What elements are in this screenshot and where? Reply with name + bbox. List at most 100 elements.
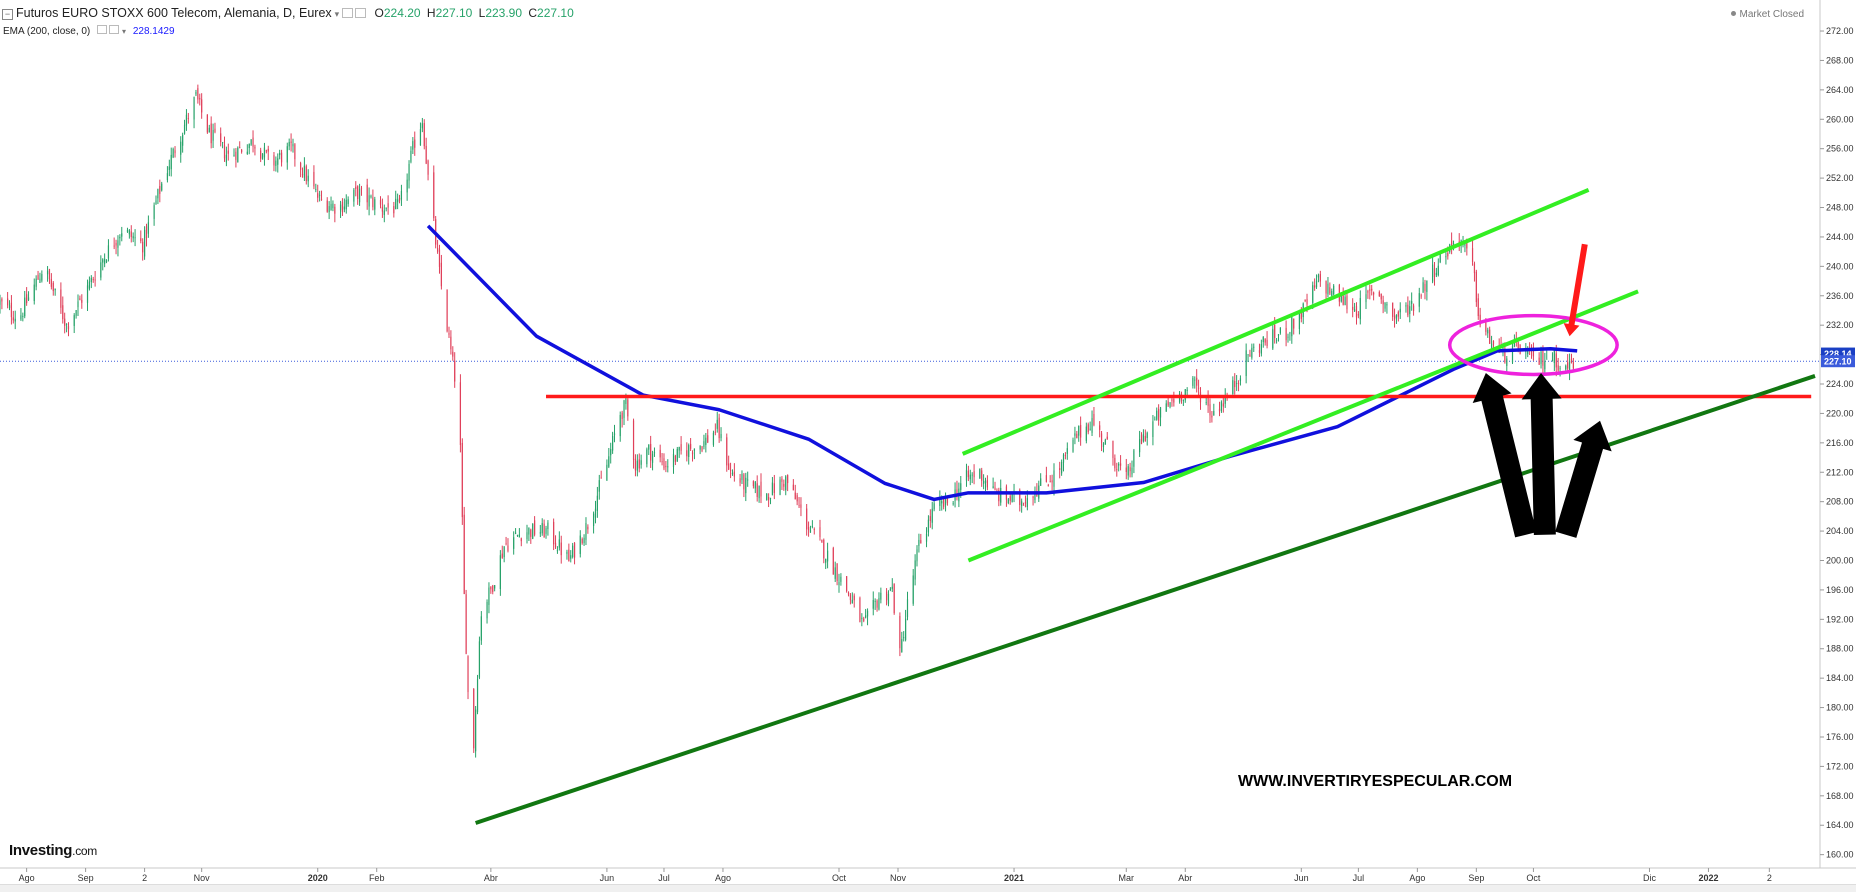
candle-body	[1209, 404, 1211, 416]
candle-body	[608, 456, 610, 467]
candle-body	[1264, 339, 1266, 343]
y-tick-label: 192.00	[1826, 614, 1854, 624]
candle-body	[1112, 440, 1114, 458]
candle-body	[1232, 380, 1234, 394]
candle-body	[1119, 463, 1122, 466]
candle-body	[994, 487, 996, 490]
x-tick-label: 2022	[1698, 873, 1718, 883]
candle-body	[1274, 324, 1276, 338]
candle-body	[315, 189, 317, 190]
candle-body	[967, 470, 969, 478]
candle-body	[117, 240, 119, 248]
candle-body	[1245, 350, 1247, 377]
candle-body	[899, 616, 901, 649]
candle-body	[330, 203, 332, 211]
candle-body	[113, 245, 115, 247]
candle-body	[1418, 293, 1420, 307]
candle-body	[419, 129, 422, 146]
candle-body	[1239, 378, 1242, 382]
visibility-icon[interactable]	[342, 8, 354, 18]
candle-body	[1234, 380, 1236, 388]
candle-body	[705, 437, 707, 445]
candle-body	[1411, 301, 1413, 304]
candle-body	[1118, 463, 1120, 466]
candle-body	[1165, 403, 1167, 412]
indicator-settings-icon[interactable]	[109, 25, 120, 34]
candle-body	[104, 258, 106, 264]
bottom-toolbar	[0, 884, 1856, 892]
candle-body	[168, 166, 170, 171]
candle-body	[1538, 357, 1540, 365]
indicator-visibility-icon[interactable]	[97, 25, 108, 34]
y-tick-label: 188.00	[1826, 644, 1854, 654]
candle-body	[450, 336, 452, 350]
candle-body	[661, 461, 663, 463]
candle-body	[566, 551, 568, 554]
candle-body	[572, 545, 574, 558]
indicator-label[interactable]: EMA (200, close, 0)	[3, 26, 91, 37]
candle-body	[768, 496, 770, 501]
candle-body	[480, 616, 482, 641]
settings-icon[interactable]	[355, 8, 367, 18]
candle-body	[1247, 354, 1249, 356]
y-tick-label: 256.00	[1826, 144, 1854, 154]
candle-body	[1447, 252, 1449, 257]
candle-body	[558, 539, 560, 548]
candle-body	[914, 560, 916, 580]
candle-body	[1405, 305, 1407, 307]
candle-body	[872, 600, 874, 609]
candle-body	[514, 532, 517, 534]
candle-body	[1382, 300, 1384, 305]
candle-body	[1565, 365, 1567, 370]
candle-body	[459, 382, 462, 445]
candle-body	[1544, 361, 1546, 370]
candle-body	[345, 199, 347, 210]
x-tick-label: 2020	[308, 873, 328, 883]
indicator-chevron-icon[interactable]: ▾	[122, 27, 127, 36]
candle-body	[1435, 272, 1437, 276]
candle-body	[412, 141, 414, 150]
candle-body	[707, 435, 709, 443]
chevron-down-icon[interactable]: ▾	[334, 9, 340, 19]
candle-body	[1102, 443, 1105, 447]
candle-body	[1194, 379, 1196, 381]
candle-body	[1142, 434, 1145, 442]
candle-body	[279, 152, 281, 156]
candle-body	[1473, 263, 1476, 274]
candle-body	[355, 186, 357, 189]
candle-body	[741, 473, 743, 481]
candle-body	[62, 305, 64, 320]
candle-body	[674, 455, 676, 462]
candle-body	[64, 318, 66, 326]
candle-body	[1306, 299, 1308, 305]
candle-body	[646, 449, 648, 465]
candle-body	[212, 129, 214, 141]
candle-body	[568, 549, 570, 562]
candle-body	[859, 597, 861, 623]
candle-body	[891, 586, 893, 589]
candle-body	[1192, 377, 1194, 386]
x-tick-label: Dic	[1643, 873, 1656, 883]
candle-body	[1540, 351, 1542, 364]
ohlc-close-value: 227.10	[537, 6, 574, 20]
watermark-text: WWW.INVERTIRYESPECULAR.COM	[1238, 773, 1513, 790]
highlight-ellipse	[1447, 313, 1619, 377]
candle-body	[846, 576, 848, 592]
instrument-title[interactable]: Futuros EURO STOXX 600 Telecom, Alemania…	[16, 6, 332, 20]
collapse-icon[interactable]: −	[2, 9, 13, 20]
candle-body	[183, 124, 186, 134]
candle-body	[398, 198, 401, 201]
candle-body	[410, 150, 412, 162]
ohlc-close-label: C	[528, 6, 538, 20]
candle-body	[383, 210, 385, 215]
candle-body	[756, 483, 758, 497]
indicator-legend[interactable]: EMA (200, close, 0) ▾ 228.1429	[3, 25, 175, 37]
candle-body	[507, 545, 509, 551]
candle-body	[969, 474, 971, 480]
candle-body	[286, 146, 288, 163]
candle-body	[126, 230, 129, 232]
candle-body	[52, 282, 54, 292]
candle-body	[1114, 457, 1116, 469]
